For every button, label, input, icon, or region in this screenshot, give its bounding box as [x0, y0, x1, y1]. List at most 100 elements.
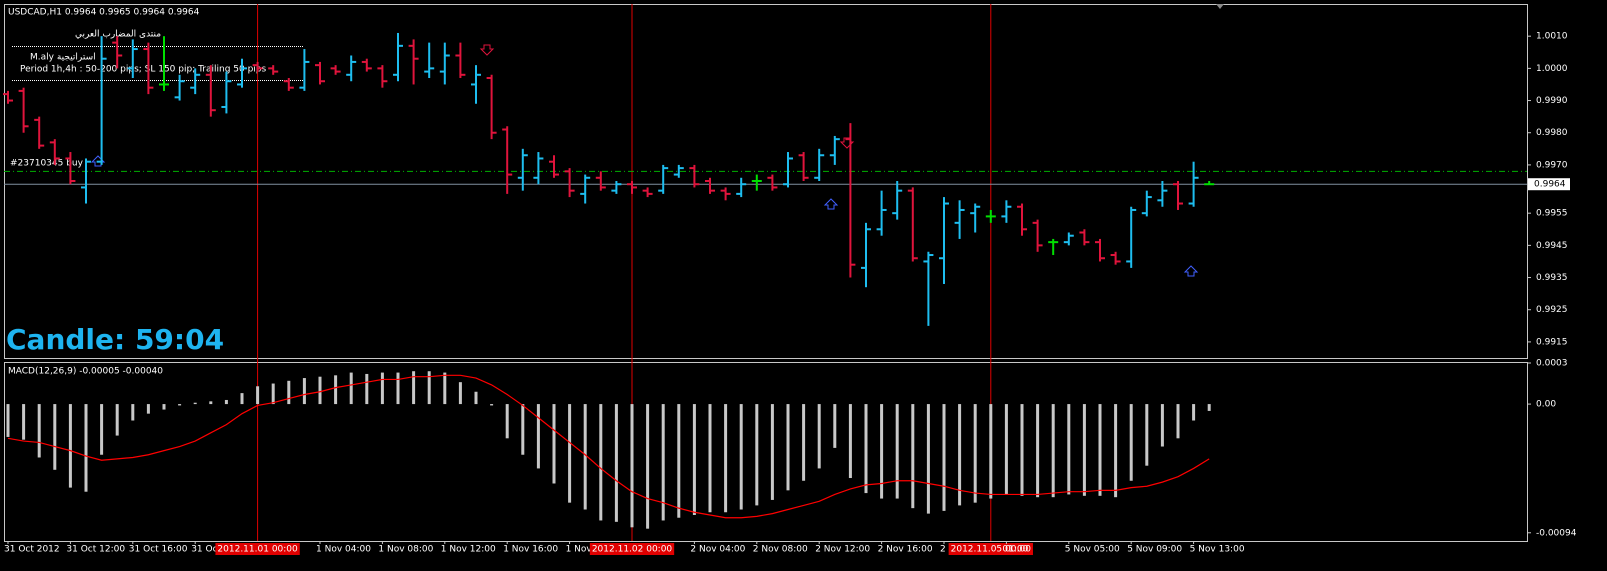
candle-timer: Candle: 59:04: [6, 323, 224, 356]
histogram-bar: [412, 371, 416, 405]
x-tick-label: 31 Oct 2012: [4, 545, 60, 555]
price-panel: [4, 4, 1528, 359]
histogram-bar: [1145, 404, 1149, 466]
chart-title: USDCAD,H1 0.9964 0.9965 0.9964 0.9964: [8, 8, 200, 18]
x-tick-label: 1 Nov 08:00: [378, 545, 433, 555]
histogram-bar: [552, 404, 556, 484]
y-tick-label: 1.0000: [1536, 64, 1568, 74]
y-tick-label: 0.9925: [1536, 305, 1568, 315]
histogram-bar: [490, 404, 494, 406]
x-tick-label: 2 Nov 04:00: [690, 545, 745, 555]
bid-label: 0.9964: [1534, 180, 1566, 190]
histogram-bar: [193, 402, 197, 405]
histogram-bar: [755, 404, 759, 506]
x-label-highlight: [948, 543, 1033, 555]
histogram-bar: [1004, 404, 1008, 495]
histogram-bar: [521, 404, 525, 455]
histogram-bar: [973, 404, 977, 503]
histogram-bar: [864, 404, 868, 494]
shift-marker: [1216, 4, 1224, 9]
histogram-bar: [209, 401, 213, 405]
histogram-bar: [380, 372, 384, 405]
x-label-highlight: [215, 543, 300, 555]
x-tick-label: 2 Nov 16:00: [878, 545, 933, 555]
histogram-bar: [630, 404, 634, 528]
histogram-bar: [22, 404, 26, 440]
macd-title: MACD(12,26,9) -0.00005 -0.00040: [8, 367, 163, 377]
signal-line: [7, 374, 1210, 519]
histogram-bar: [942, 404, 946, 511]
histogram-bar: [100, 404, 104, 455]
histogram-bar: [84, 404, 88, 492]
x-tick-label: 5 Nov 09:00: [1127, 545, 1182, 555]
x-tick-label: 31 Oct 16:00: [129, 545, 188, 555]
histogram-bar: [1207, 404, 1211, 411]
histogram-bar: [162, 404, 166, 410]
histogram-bar: [302, 378, 306, 405]
histogram-bar: [614, 404, 618, 522]
x-tick-label: 31 Oc: [191, 545, 217, 555]
x-tick-label: 01:00: [1002, 545, 1028, 555]
histogram-bar: [115, 404, 119, 436]
x-tick-label: 2012.11.02 00:00: [592, 545, 673, 555]
buy-arrow: [823, 198, 839, 210]
histogram-bar: [271, 383, 275, 405]
histogram-bar: [334, 375, 338, 405]
histogram-bar: [911, 404, 915, 509]
x-label-highlight: [589, 543, 675, 555]
x-tick-label: 2: [940, 545, 946, 555]
x-tick-label: 1 Nov 12:00: [441, 545, 496, 555]
x-tick-label: 2012.11.01 00:00: [217, 545, 298, 555]
histogram-bar: [817, 404, 821, 469]
x-tick-label: 1 Nov 04:00: [316, 545, 371, 555]
histogram-bar: [1176, 404, 1180, 439]
histogram-bar: [178, 404, 182, 406]
histogram-bar: [1114, 404, 1118, 498]
histogram-bar: [1082, 404, 1086, 496]
histogram-bar: [68, 404, 72, 488]
y-tick-label: 1.0010: [1536, 32, 1568, 42]
histogram-bar: [1129, 404, 1133, 481]
strategy-label: M.aly استراتيجية: [30, 53, 96, 63]
histogram-bar: [505, 404, 509, 439]
histogram-bar: [770, 404, 774, 500]
histogram-bar: [848, 404, 852, 479]
y-tick-label: 0.9990: [1536, 96, 1568, 106]
histogram-bar: [1067, 404, 1071, 495]
histogram-bar: [443, 372, 447, 405]
x-tick-label: 1 Nov: [566, 545, 593, 555]
histogram-bar: [1051, 404, 1055, 498]
buy-arrow: [1183, 265, 1199, 277]
histogram-bar: [786, 404, 790, 491]
histogram-bar: [6, 404, 10, 437]
x-tick-label: 2012.11.05 00:00: [951, 545, 1032, 555]
histogram-bar: [396, 372, 400, 405]
histogram-bar: [1160, 404, 1164, 447]
histogram-bar: [224, 399, 228, 405]
histogram-bar: [318, 376, 322, 405]
y-tick-label: 0.0003: [1536, 359, 1568, 369]
x-tick-label: 2 Nov 12:00: [815, 545, 870, 555]
histogram-bar: [739, 404, 743, 510]
histogram-bar: [583, 404, 587, 510]
histogram-bar: [802, 404, 806, 481]
x-tick-label: 2 Nov 08:00: [753, 545, 808, 555]
y-tick-label: 0.00: [1536, 400, 1556, 410]
histogram-bar: [926, 404, 930, 514]
histogram-bar: [958, 404, 962, 506]
histogram-bar: [1036, 404, 1040, 498]
histogram-bar: [1020, 404, 1024, 496]
y-tick-label: 0.9915: [1536, 337, 1568, 347]
histogram-bar: [880, 404, 884, 499]
x-tick-label: 1 Nov 16:00: [503, 545, 558, 555]
x-tick-label: 31 Oct 12:00: [66, 545, 125, 555]
y-tick-label: -0.00094: [1536, 528, 1577, 538]
histogram-bar: [256, 386, 260, 405]
histogram-bar: [131, 404, 135, 421]
histogram-bar: [724, 404, 728, 513]
y-tick-label: 0.9955: [1536, 209, 1568, 219]
histogram-bar: [37, 404, 41, 458]
macd-panel: [4, 362, 1528, 542]
